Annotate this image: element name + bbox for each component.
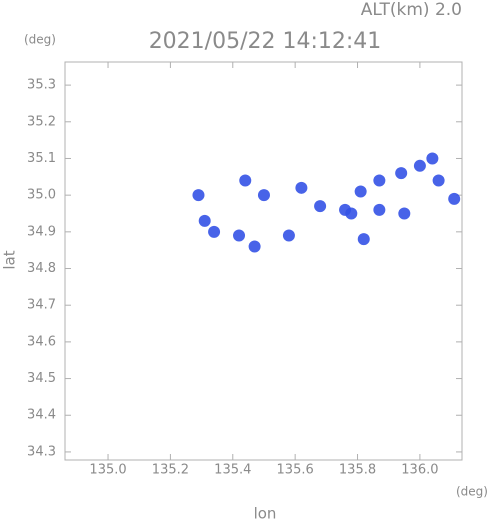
echo-point — [398, 207, 411, 220]
echo-point — [373, 203, 386, 216]
x-tick-label: 136.0 — [401, 463, 438, 478]
altitude-label: ALT(km) 2.0 — [361, 0, 462, 20]
x-tick-label: 135.2 — [152, 463, 189, 478]
echo-point — [257, 189, 270, 202]
echo-point — [426, 152, 439, 165]
echo-point — [432, 174, 445, 187]
echo-point — [354, 185, 367, 198]
echo-point — [208, 225, 221, 238]
y-tick-label: 35.0 — [27, 188, 56, 203]
y-unit: (deg) — [24, 33, 56, 47]
y-tick-label: 34.7 — [27, 298, 56, 313]
echo-point — [373, 174, 386, 187]
x-tick-label: 135.8 — [339, 463, 376, 478]
x-tick-label: 135.4 — [214, 463, 251, 478]
y-tick-label: 34.5 — [27, 371, 56, 386]
y-tick-label: 34.3 — [27, 444, 56, 459]
echo-point — [198, 214, 211, 227]
echo-point — [314, 200, 327, 213]
echo-point — [295, 181, 308, 194]
y-tick-label: 35.2 — [27, 114, 56, 129]
echo-point — [282, 229, 295, 242]
plot-frame — [64, 61, 463, 461]
echo-point — [192, 189, 205, 202]
y-tick-label: 35.3 — [27, 78, 56, 93]
x-tick-label: 135.0 — [89, 463, 126, 478]
echo-point — [413, 159, 426, 172]
y-tick-label: 34.6 — [27, 334, 56, 349]
echo-point — [233, 229, 246, 242]
echo-point — [345, 207, 358, 220]
echo-point — [239, 174, 252, 187]
x-tick-label: 135.6 — [277, 463, 314, 478]
y-tick-label: 34.9 — [27, 224, 56, 239]
y-tick-label: 35.1 — [27, 151, 56, 166]
chart-title: 2021/05/22 14:12:41 — [149, 29, 382, 54]
x-axis-label: lon — [254, 505, 277, 521]
echo-point — [395, 167, 408, 180]
x-unit: (deg) — [456, 485, 488, 499]
y-axis-label: lat — [1, 250, 19, 269]
y-tick-label: 34.4 — [27, 408, 56, 423]
echo-point — [448, 192, 461, 205]
echo-point — [357, 233, 370, 246]
y-tick-label: 34.8 — [27, 261, 56, 276]
echo-point — [248, 240, 261, 253]
